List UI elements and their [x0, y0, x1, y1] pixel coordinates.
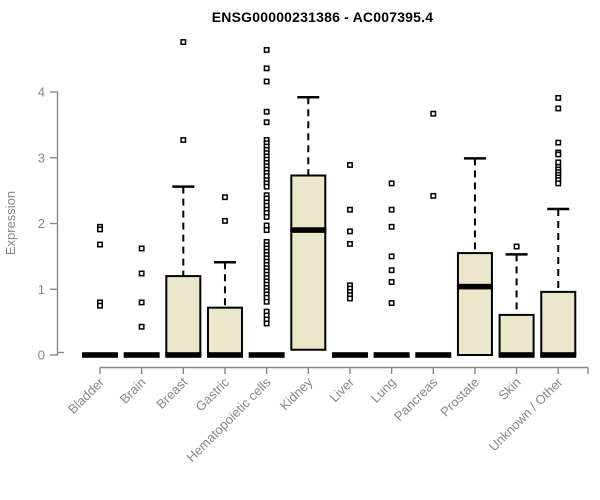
boxplot-skin [498, 243, 535, 358]
median-line [206, 352, 243, 358]
outlier-point [180, 137, 187, 143]
y-tick-label: 1 [38, 282, 45, 297]
outlier-point [555, 94, 562, 101]
outlier-point [388, 223, 395, 230]
boxplot-bladder [82, 223, 118, 358]
outlier-point [513, 243, 520, 250]
x-tick-label-bladder: Bladder [65, 374, 108, 417]
outlier-point [430, 110, 437, 117]
y-tick-label: 4 [38, 85, 45, 100]
collapsed-box [331, 352, 368, 358]
collapsed-box [82, 352, 118, 358]
collapsed-box [415, 352, 452, 358]
outlier-point [97, 226, 103, 233]
boxplot-unknown-other [540, 94, 577, 358]
outlier-point [388, 180, 395, 187]
chart-title: ENSG00000231386 - AC007395.4 [211, 9, 434, 25]
y-tick-label: 2 [38, 216, 45, 231]
x-tick-label-liver: Liver [327, 374, 358, 405]
outlier-point [388, 253, 395, 260]
outlier-point [222, 194, 228, 201]
outlier-point [347, 162, 353, 168]
outlier-point [222, 217, 228, 224]
outlier-point [263, 183, 270, 190]
outlier-point [263, 222, 270, 229]
outlier-point [555, 180, 562, 187]
x-tick-label-breast: Breast [153, 374, 190, 411]
y-axis: 0 1 2 3 4 Expression [3, 85, 64, 363]
outlier-point [263, 78, 270, 85]
boxplot-pancreas [415, 110, 452, 358]
outlier-point [388, 267, 395, 274]
outlier-point [347, 295, 353, 302]
outlier-point [138, 270, 145, 277]
outlier-point [180, 39, 187, 45]
outlier-point [97, 241, 103, 248]
outlier-point [555, 151, 562, 158]
outlier-point [555, 159, 562, 166]
box [498, 313, 535, 356]
outlier-point [263, 298, 270, 305]
box [290, 174, 327, 351]
outlier-point [138, 323, 145, 330]
outlier-point [555, 139, 562, 146]
median-line [165, 352, 202, 358]
outlier-point [263, 46, 270, 53]
outlier-point [138, 299, 145, 306]
boxplot-liver [331, 162, 368, 358]
x-tick-label-kidney: Kidney [277, 374, 316, 413]
median-line [540, 352, 577, 358]
x-tick-label-gastric: Gastric [192, 374, 232, 414]
x-tick-label-pancreas: Pancreas [391, 374, 441, 424]
outlier-point [430, 192, 437, 199]
median-line [290, 227, 327, 233]
collapsed-box [373, 352, 410, 358]
boxplot-breast [165, 39, 202, 358]
y-tick-label: 0 [38, 348, 45, 363]
collapsed-box [123, 352, 160, 358]
outlier-point [388, 279, 395, 285]
box [206, 306, 243, 357]
outlier-point [347, 206, 353, 213]
outlier-point [388, 300, 395, 307]
boxplot-hematopoietic-cells [248, 46, 285, 358]
box [540, 290, 577, 357]
x-tick-label-unknown-other: Unknown / Other [486, 374, 566, 454]
outlier-point [347, 240, 353, 247]
y-tick-label: 3 [38, 150, 45, 165]
y-axis-label: Expression [3, 191, 18, 255]
boxplot-gastric [206, 194, 243, 358]
outlier-point [263, 320, 270, 327]
boxplot-brain [123, 245, 160, 358]
outlier-point [138, 245, 145, 252]
boxplot-prostate [456, 157, 493, 356]
outlier-point [555, 105, 562, 112]
box [165, 275, 202, 357]
x-tick-label-skin: Skin [495, 375, 523, 403]
x-tick-label-prostate: Prostate [437, 375, 482, 420]
boxplot-lung [373, 180, 410, 358]
box [456, 252, 493, 356]
outlier-point [263, 227, 270, 234]
outlier-point [263, 119, 270, 126]
outlier-point [263, 108, 270, 115]
collapsed-box [248, 352, 285, 358]
median-line [456, 283, 493, 290]
outlier-point [263, 65, 270, 72]
x-tick-label-lung: Lung [368, 375, 399, 406]
x-tick-label-brain: Brain [117, 375, 149, 407]
boxplot-kidney [290, 96, 327, 351]
outlier-point [347, 228, 353, 235]
outlier-point [388, 206, 395, 213]
median-line [498, 352, 535, 358]
outlier-point [263, 213, 270, 220]
outlier-point [97, 302, 103, 309]
